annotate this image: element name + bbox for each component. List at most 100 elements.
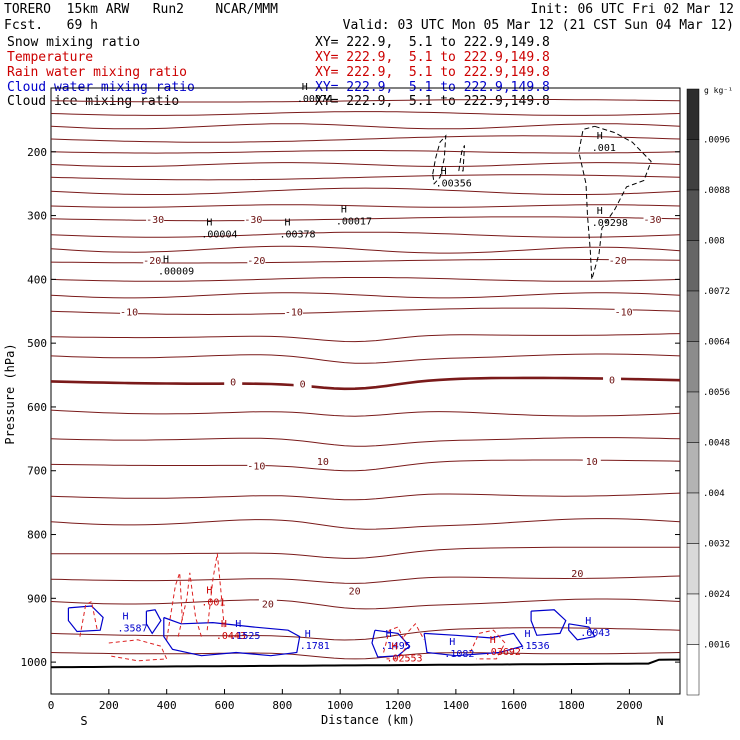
temperature-contour	[50, 123, 681, 130]
maximum-marker: H	[305, 629, 311, 640]
surface-line	[50, 658, 680, 669]
colorbar-segment	[686, 290, 700, 342]
temperature-contour	[50, 204, 681, 208]
temperature-contour	[50, 627, 681, 641]
rain-contour	[403, 622, 425, 641]
contour-label: -30	[146, 215, 164, 226]
colorbar-tick-label: .0072	[703, 287, 730, 297]
cloud-water-contour	[67, 605, 104, 633]
maximum-value: .1536	[519, 641, 549, 652]
maximum-marker: H	[284, 217, 290, 228]
maximum-marker: H	[302, 82, 308, 93]
y-tick-label: 900	[27, 592, 47, 605]
contour-label-bg	[614, 305, 633, 317]
colorbar-segment	[686, 492, 700, 544]
y-tick-label: 1000	[21, 656, 48, 669]
maximum-value: .1082	[444, 649, 474, 660]
maximum-marker: H	[206, 217, 212, 228]
temperature-contour	[50, 99, 681, 103]
temperature-contour	[50, 376, 681, 391]
contour-labels: -30 -30 -30 -20 -20 -20 -10 -10 -10 0 0 0 -10 10 10 20 2…	[120, 212, 662, 610]
cloud-water-contour	[530, 609, 567, 636]
plot-area	[50, 87, 681, 695]
contour-label: -20	[609, 256, 627, 267]
temperature-contour	[50, 409, 681, 417]
colorbar-segment	[686, 341, 700, 393]
field-xy-temperature: XY= 222.9, 5.1 to 222.9,149.8	[315, 50, 550, 65]
field-xy-rain: XY= 222.9, 5.1 to 222.9,149.8	[315, 65, 550, 80]
y-axis-label: Pressure (hPa)	[3, 343, 17, 444]
maximum-marker: H	[449, 637, 455, 648]
maximum-marker: H	[235, 619, 241, 630]
colorbar-segment	[686, 139, 700, 191]
snow-contour	[458, 145, 465, 172]
maximum-marker: H	[122, 612, 128, 623]
y-tick-label: 800	[27, 529, 47, 542]
temperature-contour	[50, 174, 681, 181]
maximum-value: .001	[201, 597, 225, 608]
maximum-value: .00378	[279, 229, 315, 240]
colorbar-tick-label: .0032	[703, 540, 730, 550]
colorbar-segment	[686, 442, 700, 494]
temperature-contour	[50, 307, 681, 316]
temperature-contour	[50, 111, 681, 116]
maximum-marker: H	[490, 635, 496, 646]
contour-label: 20	[262, 599, 274, 610]
contour-label-bg	[313, 455, 332, 467]
colorbar-segment	[686, 391, 700, 443]
temperature-contour	[50, 162, 681, 167]
x-tick-label: 1600	[500, 699, 527, 712]
maximum-marker: H	[206, 585, 212, 596]
cloud-water-contour	[568, 623, 596, 641]
contour-label-bg	[643, 212, 662, 224]
colorbar-segment	[686, 88, 700, 140]
contour-label: 10	[586, 457, 598, 468]
maximum-value: .09298	[592, 218, 628, 229]
contour-label-bg	[146, 212, 165, 224]
colorbar-tick-label: .0016	[703, 641, 730, 651]
contour-label-bg	[582, 455, 601, 467]
colorbar-tick-label: .008	[703, 237, 725, 247]
cloud-water-contour	[371, 629, 411, 658]
maximum-marker: H	[341, 205, 347, 216]
forecast-hour: Fcst. 69 h	[4, 18, 98, 33]
x-tick-label: 600	[215, 699, 235, 712]
x-tick-label: 1000	[327, 699, 354, 712]
contour-label: -10	[615, 307, 633, 318]
y-tick-label: 300	[27, 210, 47, 223]
cloud-water-contour	[423, 632, 524, 657]
temperature-contour	[50, 459, 681, 472]
contour-label-bg	[258, 597, 277, 609]
contour-label: -20	[143, 256, 161, 267]
colorbar-tick-label: .0024	[703, 590, 730, 600]
maximum-value: .03692	[485, 647, 521, 658]
maximum-marker: H	[391, 642, 397, 653]
colorbar-segment	[686, 189, 700, 241]
temperature-contour	[50, 135, 681, 143]
maximum-marker: H	[221, 619, 227, 630]
contour-label-bg	[603, 373, 622, 385]
rain-contours	[79, 553, 506, 662]
contour-label-bg	[608, 254, 627, 266]
maximum-value: .00017	[336, 217, 372, 228]
contour-label: 20	[571, 569, 583, 580]
maximum-value: .00356	[436, 178, 472, 189]
contour-label-bg	[247, 254, 266, 266]
colorbar: g kg⁻¹ .0096 .0088 .008 .0072 .0064 .0056 .004…	[686, 86, 733, 696]
temperature-contour	[50, 277, 681, 282]
maximum-marker: H	[386, 629, 392, 640]
field-xy-cloud-ice: XY= 222.9, 5.1 to 222.9,149.8	[315, 94, 550, 109]
cloud-water-contour	[145, 609, 162, 635]
cloud-water-contour	[163, 616, 301, 657]
contour-label: 10	[317, 457, 329, 468]
north-marker: N	[656, 714, 663, 728]
colorbar-unit: g kg⁻¹	[704, 86, 733, 95]
contour-label-bg	[247, 459, 266, 471]
colorbar-tick-label: .0096	[703, 136, 730, 146]
rain-contour	[166, 572, 184, 640]
maximum-marker: H	[163, 254, 169, 265]
colorbar-tick-label: .0056	[703, 388, 730, 398]
init-time: Init: 06 UTC Fri 02 Mar 12	[530, 2, 735, 17]
temperature-contour	[50, 437, 681, 447]
contour-label: -10	[247, 462, 265, 473]
